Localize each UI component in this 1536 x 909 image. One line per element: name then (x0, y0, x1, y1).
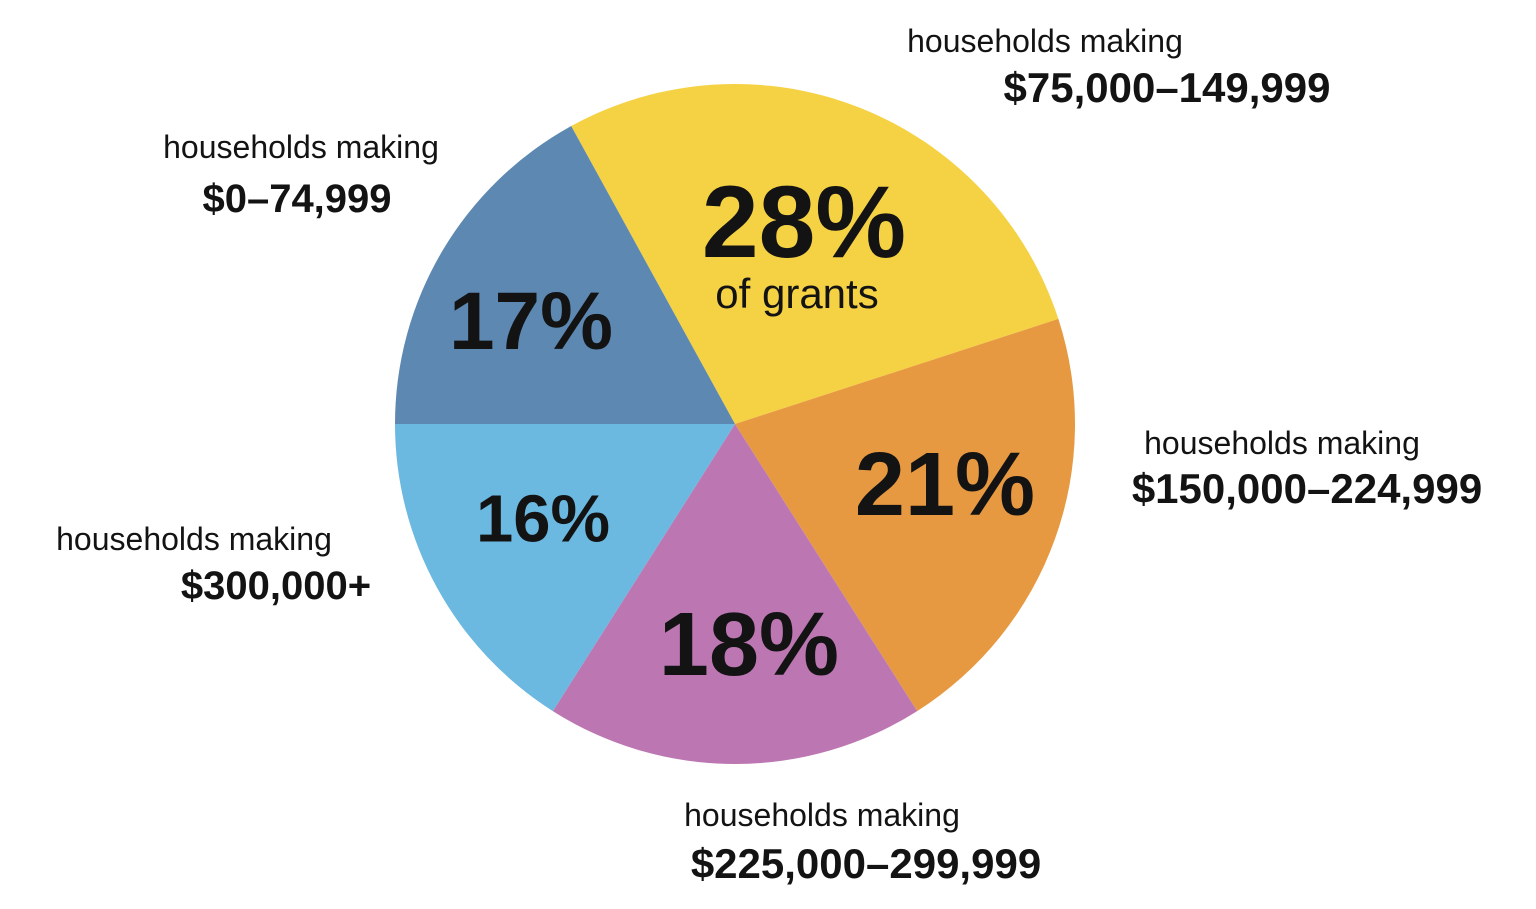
pie-slice-0 (571, 84, 1059, 425)
label-225k-299k-line1: households making (684, 797, 960, 833)
pie-slice-2 (552, 424, 918, 764)
slice-value-225k-299k: 18% (658, 595, 840, 695)
pie-slice-3 (395, 424, 735, 712)
label-150k-224k-line1: households making (1144, 425, 1420, 461)
label-0-74k-range: $0–74,999 (202, 177, 392, 221)
label-225k-299k-range: $225,000–299,999 (690, 840, 1042, 887)
label-75k-149k-range: $75,000–149,999 (1003, 64, 1331, 111)
slice-value-0-74k: 17% (448, 276, 614, 367)
label-300k-plus-range: $300,000+ (180, 564, 372, 608)
slice-value-300k-plus: 16% (475, 481, 611, 557)
pie-slice-1 (735, 318, 1076, 712)
label-75k-149k-line1: households making (907, 23, 1183, 59)
slice-value-75k-149k: 28% (701, 165, 907, 279)
label-0-74k-line1: households making (163, 129, 439, 165)
pie-slice-4 (395, 126, 735, 424)
slice-value-150k-224k: 21% (854, 435, 1036, 535)
label-300k-plus-line1: households making (56, 521, 332, 557)
label-150k-224k-range: $150,000–224,999 (1131, 465, 1483, 512)
center-annotation: of grants (715, 270, 879, 317)
